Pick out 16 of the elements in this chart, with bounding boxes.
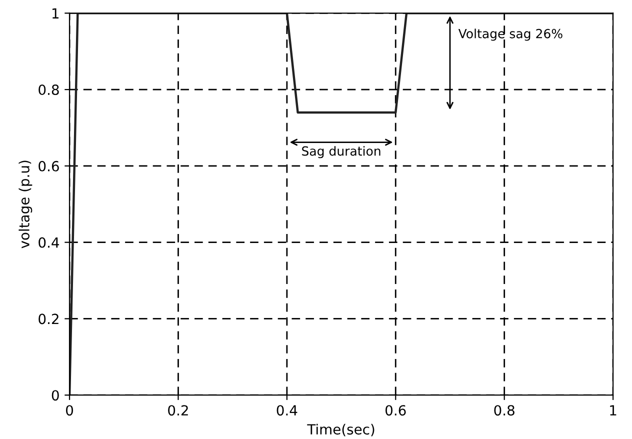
y-tick-label: 1 — [52, 8, 59, 18]
x-tick-label: 0.6 — [386, 405, 406, 416]
y-tick-label: 0.6 — [38, 160, 59, 172]
y-tick-label: 0.2 — [38, 314, 58, 324]
x-axis-title: Time(sec) — [307, 424, 374, 436]
y-tick-label: 0.8 — [38, 84, 59, 96]
x-tick-label: 1 — [610, 405, 616, 416]
x-tick-label: 0.2 — [168, 405, 188, 416]
y-tick-label: 0.4 — [38, 237, 60, 248]
annotation: Sag duration — [302, 146, 380, 158]
x-tick-label: 0 — [66, 405, 74, 416]
x-tick-label: 0.4 — [276, 405, 298, 416]
y-tick-label: 0 — [52, 390, 59, 401]
annotation: Voltage sag 26% — [458, 28, 562, 41]
y-axis-title: voltage (p.u) — [18, 160, 32, 248]
x-tick-label: 0.8 — [494, 405, 514, 416]
